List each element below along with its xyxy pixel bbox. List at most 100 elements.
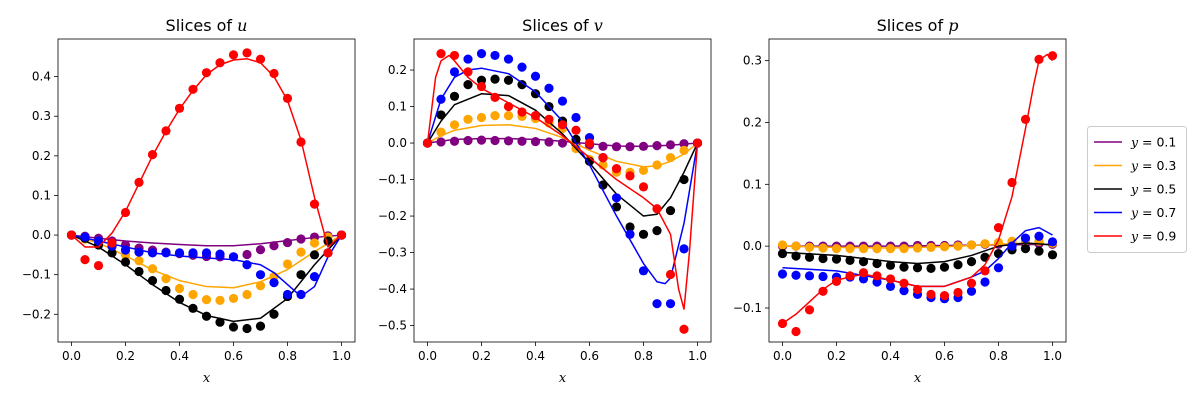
data-point xyxy=(953,260,963,270)
data-point xyxy=(679,139,689,149)
legend-label: y = 0.3 xyxy=(1130,158,1176,173)
x-tick-label: 0.2 xyxy=(827,349,846,363)
data-point xyxy=(242,249,252,260)
y-tick-label: −0.2 xyxy=(22,307,51,321)
data-point xyxy=(161,248,171,258)
chart-title: Slices of v xyxy=(522,16,603,35)
data-point xyxy=(530,89,541,99)
legend-entry: y = 0.3 xyxy=(1094,158,1176,173)
data-point xyxy=(255,270,266,280)
data-point xyxy=(858,268,869,278)
data-point xyxy=(872,271,882,281)
x-tick-label: 0.4 xyxy=(526,349,545,363)
data-point xyxy=(228,50,239,60)
data-point xyxy=(912,263,923,273)
series-y=0.5 xyxy=(777,242,1058,274)
data-point xyxy=(845,255,855,265)
data-point xyxy=(490,50,500,61)
x-tick-label: 0.0 xyxy=(418,349,437,363)
data-point xyxy=(818,286,828,296)
data-point xyxy=(926,289,936,299)
data-point xyxy=(993,263,1004,273)
axes-frame xyxy=(768,38,1067,343)
data-point xyxy=(625,142,635,152)
data-point xyxy=(336,230,347,240)
legend-label: y = 0.7 xyxy=(1130,205,1176,220)
data-point xyxy=(858,257,869,267)
data-point xyxy=(449,120,460,130)
y-tick-label: −0.4 xyxy=(378,282,407,296)
data-point xyxy=(323,248,333,258)
data-point xyxy=(161,285,171,296)
data-point xyxy=(242,48,252,58)
data-point xyxy=(1047,250,1058,260)
data-point xyxy=(269,241,279,251)
data-point xyxy=(147,150,158,160)
data-point xyxy=(242,260,252,270)
legend-label: y = 0.1 xyxy=(1130,135,1176,150)
data-point xyxy=(463,135,473,146)
data-point xyxy=(777,240,788,250)
data-point xyxy=(858,244,869,254)
series-line xyxy=(71,58,342,248)
series-line xyxy=(71,234,342,289)
data-point xyxy=(557,138,568,148)
data-point xyxy=(269,277,279,288)
series-line xyxy=(426,93,699,217)
data-point xyxy=(309,250,320,260)
series-line xyxy=(782,53,1054,325)
x-tick-label: 0.4 xyxy=(881,349,900,363)
data-point xyxy=(939,262,950,272)
data-point xyxy=(980,239,990,249)
data-point xyxy=(638,266,649,276)
data-point xyxy=(282,237,293,248)
data-point xyxy=(93,236,104,246)
data-point xyxy=(845,271,855,281)
data-point xyxy=(188,84,198,94)
chart-title-text: Slices of xyxy=(166,16,238,35)
data-point xyxy=(228,322,239,332)
data-point xyxy=(584,138,595,148)
data-point xyxy=(269,309,279,319)
data-point xyxy=(625,222,635,232)
data-point xyxy=(490,74,500,84)
data-point xyxy=(993,248,1004,259)
y-tick-label: −0.1 xyxy=(378,173,407,187)
data-point xyxy=(174,103,185,113)
data-point xyxy=(201,311,212,321)
data-point xyxy=(885,281,896,291)
data-point xyxy=(831,244,842,254)
data-point xyxy=(530,71,541,81)
y-tick-label: −0.5 xyxy=(378,319,407,333)
data-point xyxy=(818,253,828,264)
data-point xyxy=(571,125,581,135)
data-point xyxy=(436,49,446,59)
data-point xyxy=(652,160,662,170)
data-point xyxy=(679,174,689,185)
axes-frame xyxy=(57,38,356,343)
data-point xyxy=(436,127,446,137)
subplot-v: 0.0 0.2 0.4 0.6 0.8 1.0 −0.5 −0.4 −0.3 −0.2 −0.1 0.… xyxy=(378,16,712,386)
data-point xyxy=(777,248,788,259)
data-point xyxy=(436,94,446,104)
data-point xyxy=(436,137,446,147)
data-point xyxy=(804,252,815,262)
data-point xyxy=(449,91,460,101)
data-point xyxy=(476,81,487,92)
data-point xyxy=(791,270,801,280)
x-tick-label: 0.0 xyxy=(62,349,81,363)
y-tick-label: 0.0 xyxy=(743,239,762,253)
x-tick-label: 0.6 xyxy=(224,349,243,363)
data-point xyxy=(939,242,950,252)
data-point xyxy=(255,321,266,331)
data-point xyxy=(255,281,266,291)
chart-title-variable: u xyxy=(237,16,247,35)
data-point xyxy=(517,62,527,72)
data-point xyxy=(255,54,266,64)
chart-title-text: Slices of xyxy=(522,16,594,35)
data-point xyxy=(544,137,554,147)
data-point xyxy=(201,68,212,78)
data-point xyxy=(625,229,635,239)
chart-title-variable: v xyxy=(594,16,603,35)
data-point xyxy=(147,264,158,274)
